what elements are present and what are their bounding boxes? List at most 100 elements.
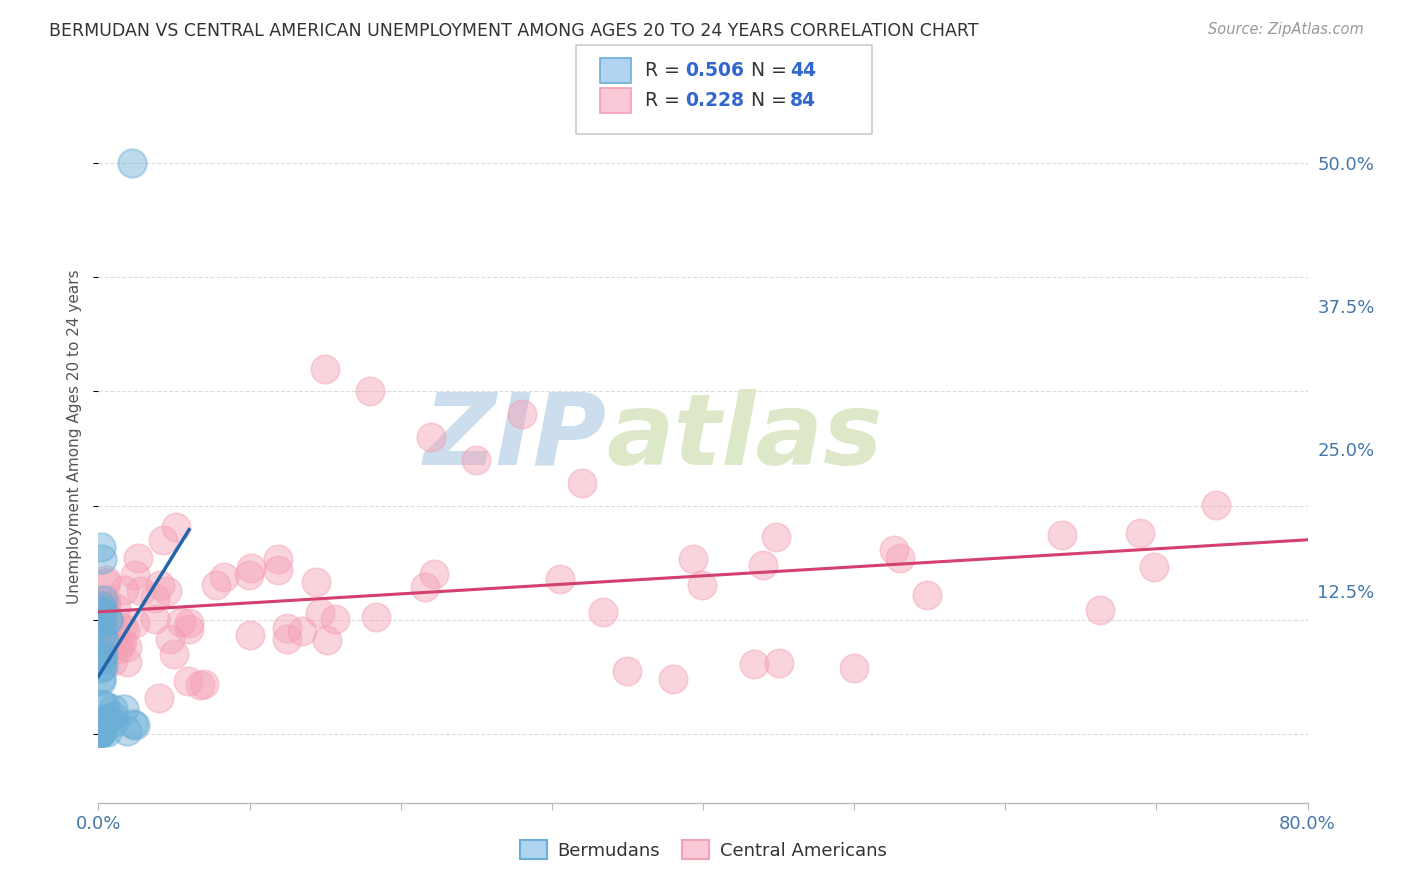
Point bbox=[94, 699, 117, 714]
Point bbox=[1143, 560, 1166, 574]
Text: 0.506: 0.506 bbox=[685, 61, 744, 80]
Point bbox=[91, 593, 114, 607]
Point bbox=[94, 605, 117, 619]
Point bbox=[96, 613, 118, 627]
Text: atlas: atlas bbox=[606, 389, 883, 485]
Text: 44: 44 bbox=[790, 61, 815, 80]
Point bbox=[415, 580, 437, 594]
Point bbox=[121, 717, 143, 731]
Point bbox=[124, 568, 146, 582]
Point bbox=[510, 407, 533, 421]
Point bbox=[90, 725, 112, 739]
Text: N =: N = bbox=[751, 61, 793, 80]
Point bbox=[360, 384, 382, 399]
Point bbox=[889, 551, 911, 566]
Point bbox=[156, 584, 179, 599]
Point bbox=[1052, 528, 1074, 542]
Point bbox=[314, 361, 336, 376]
Point bbox=[103, 654, 125, 668]
Point bbox=[108, 637, 131, 651]
Point bbox=[844, 661, 866, 675]
Point bbox=[267, 551, 290, 566]
Point bbox=[188, 678, 211, 692]
Point bbox=[465, 453, 488, 467]
Point bbox=[104, 623, 127, 637]
Point bbox=[101, 702, 124, 716]
Point bbox=[616, 665, 638, 679]
Point bbox=[90, 725, 112, 739]
Point bbox=[90, 632, 112, 646]
Point bbox=[238, 568, 260, 582]
Point bbox=[420, 430, 443, 444]
Point bbox=[205, 577, 228, 591]
Point bbox=[159, 632, 181, 647]
Point bbox=[90, 673, 112, 688]
Text: BERMUDAN VS CENTRAL AMERICAN UNEMPLOYMENT AMONG AGES 20 TO 24 YEARS CORRELATION : BERMUDAN VS CENTRAL AMERICAN UNEMPLOYMEN… bbox=[49, 22, 979, 40]
Point bbox=[112, 582, 135, 597]
Point bbox=[316, 632, 339, 647]
Point bbox=[690, 578, 713, 592]
Point bbox=[276, 632, 298, 647]
Point bbox=[94, 592, 117, 607]
Point bbox=[103, 715, 125, 730]
Point bbox=[105, 635, 128, 649]
Text: Source: ZipAtlas.com: Source: ZipAtlas.com bbox=[1208, 22, 1364, 37]
Point bbox=[90, 672, 112, 686]
Point bbox=[105, 601, 128, 615]
Point bbox=[94, 619, 117, 633]
Point bbox=[111, 636, 134, 650]
Point bbox=[127, 551, 149, 566]
Point bbox=[124, 616, 146, 631]
Text: N =: N = bbox=[751, 91, 793, 111]
Point bbox=[90, 607, 112, 622]
Point bbox=[121, 155, 143, 169]
Point bbox=[104, 625, 127, 640]
Point bbox=[239, 628, 262, 642]
Point bbox=[323, 611, 346, 625]
Point bbox=[131, 584, 153, 599]
Point bbox=[1129, 526, 1152, 541]
Point bbox=[90, 605, 112, 619]
Point bbox=[179, 622, 201, 636]
Point bbox=[94, 576, 117, 591]
Point bbox=[364, 610, 387, 624]
Point bbox=[96, 714, 118, 729]
Point bbox=[96, 711, 118, 725]
Point bbox=[90, 725, 112, 739]
Point bbox=[170, 615, 193, 630]
Point bbox=[768, 657, 790, 671]
Point bbox=[117, 655, 139, 669]
Point bbox=[212, 570, 235, 584]
Point bbox=[114, 623, 136, 637]
Point bbox=[94, 574, 117, 588]
Point bbox=[193, 677, 215, 691]
Point bbox=[143, 612, 166, 626]
Point bbox=[309, 607, 332, 621]
Point bbox=[90, 725, 112, 739]
Point bbox=[91, 626, 114, 640]
Point bbox=[107, 642, 129, 657]
Point bbox=[548, 572, 571, 586]
Point bbox=[765, 530, 787, 544]
Point bbox=[267, 563, 290, 577]
Point bbox=[90, 603, 112, 617]
Point bbox=[177, 616, 200, 631]
Point bbox=[883, 543, 905, 558]
Point bbox=[94, 644, 117, 658]
Point bbox=[661, 673, 683, 687]
Point bbox=[165, 520, 187, 534]
Point bbox=[91, 552, 114, 566]
Point bbox=[291, 624, 314, 639]
Point bbox=[91, 698, 114, 712]
Point bbox=[276, 621, 298, 635]
Point bbox=[94, 624, 117, 639]
Point bbox=[90, 714, 112, 729]
Point bbox=[91, 725, 114, 739]
Text: R =: R = bbox=[645, 61, 686, 80]
Point bbox=[177, 674, 200, 689]
Point bbox=[152, 533, 174, 547]
Point bbox=[305, 574, 328, 589]
Point bbox=[423, 567, 446, 582]
Point bbox=[239, 561, 262, 575]
Point bbox=[104, 632, 127, 647]
